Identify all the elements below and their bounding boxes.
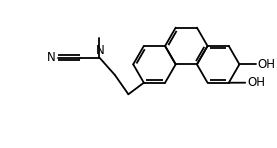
Text: OH: OH <box>247 76 265 89</box>
Text: OH: OH <box>258 58 276 71</box>
Text: N: N <box>47 51 56 64</box>
Text: N: N <box>96 44 105 57</box>
